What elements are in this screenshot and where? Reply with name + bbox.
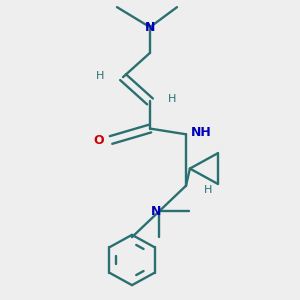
Text: H: H — [204, 185, 213, 195]
Text: NH: NH — [190, 126, 212, 140]
Text: H: H — [96, 71, 105, 81]
Text: N: N — [151, 205, 161, 218]
Text: H: H — [168, 94, 177, 103]
Text: O: O — [94, 134, 104, 146]
Text: N: N — [145, 21, 155, 34]
